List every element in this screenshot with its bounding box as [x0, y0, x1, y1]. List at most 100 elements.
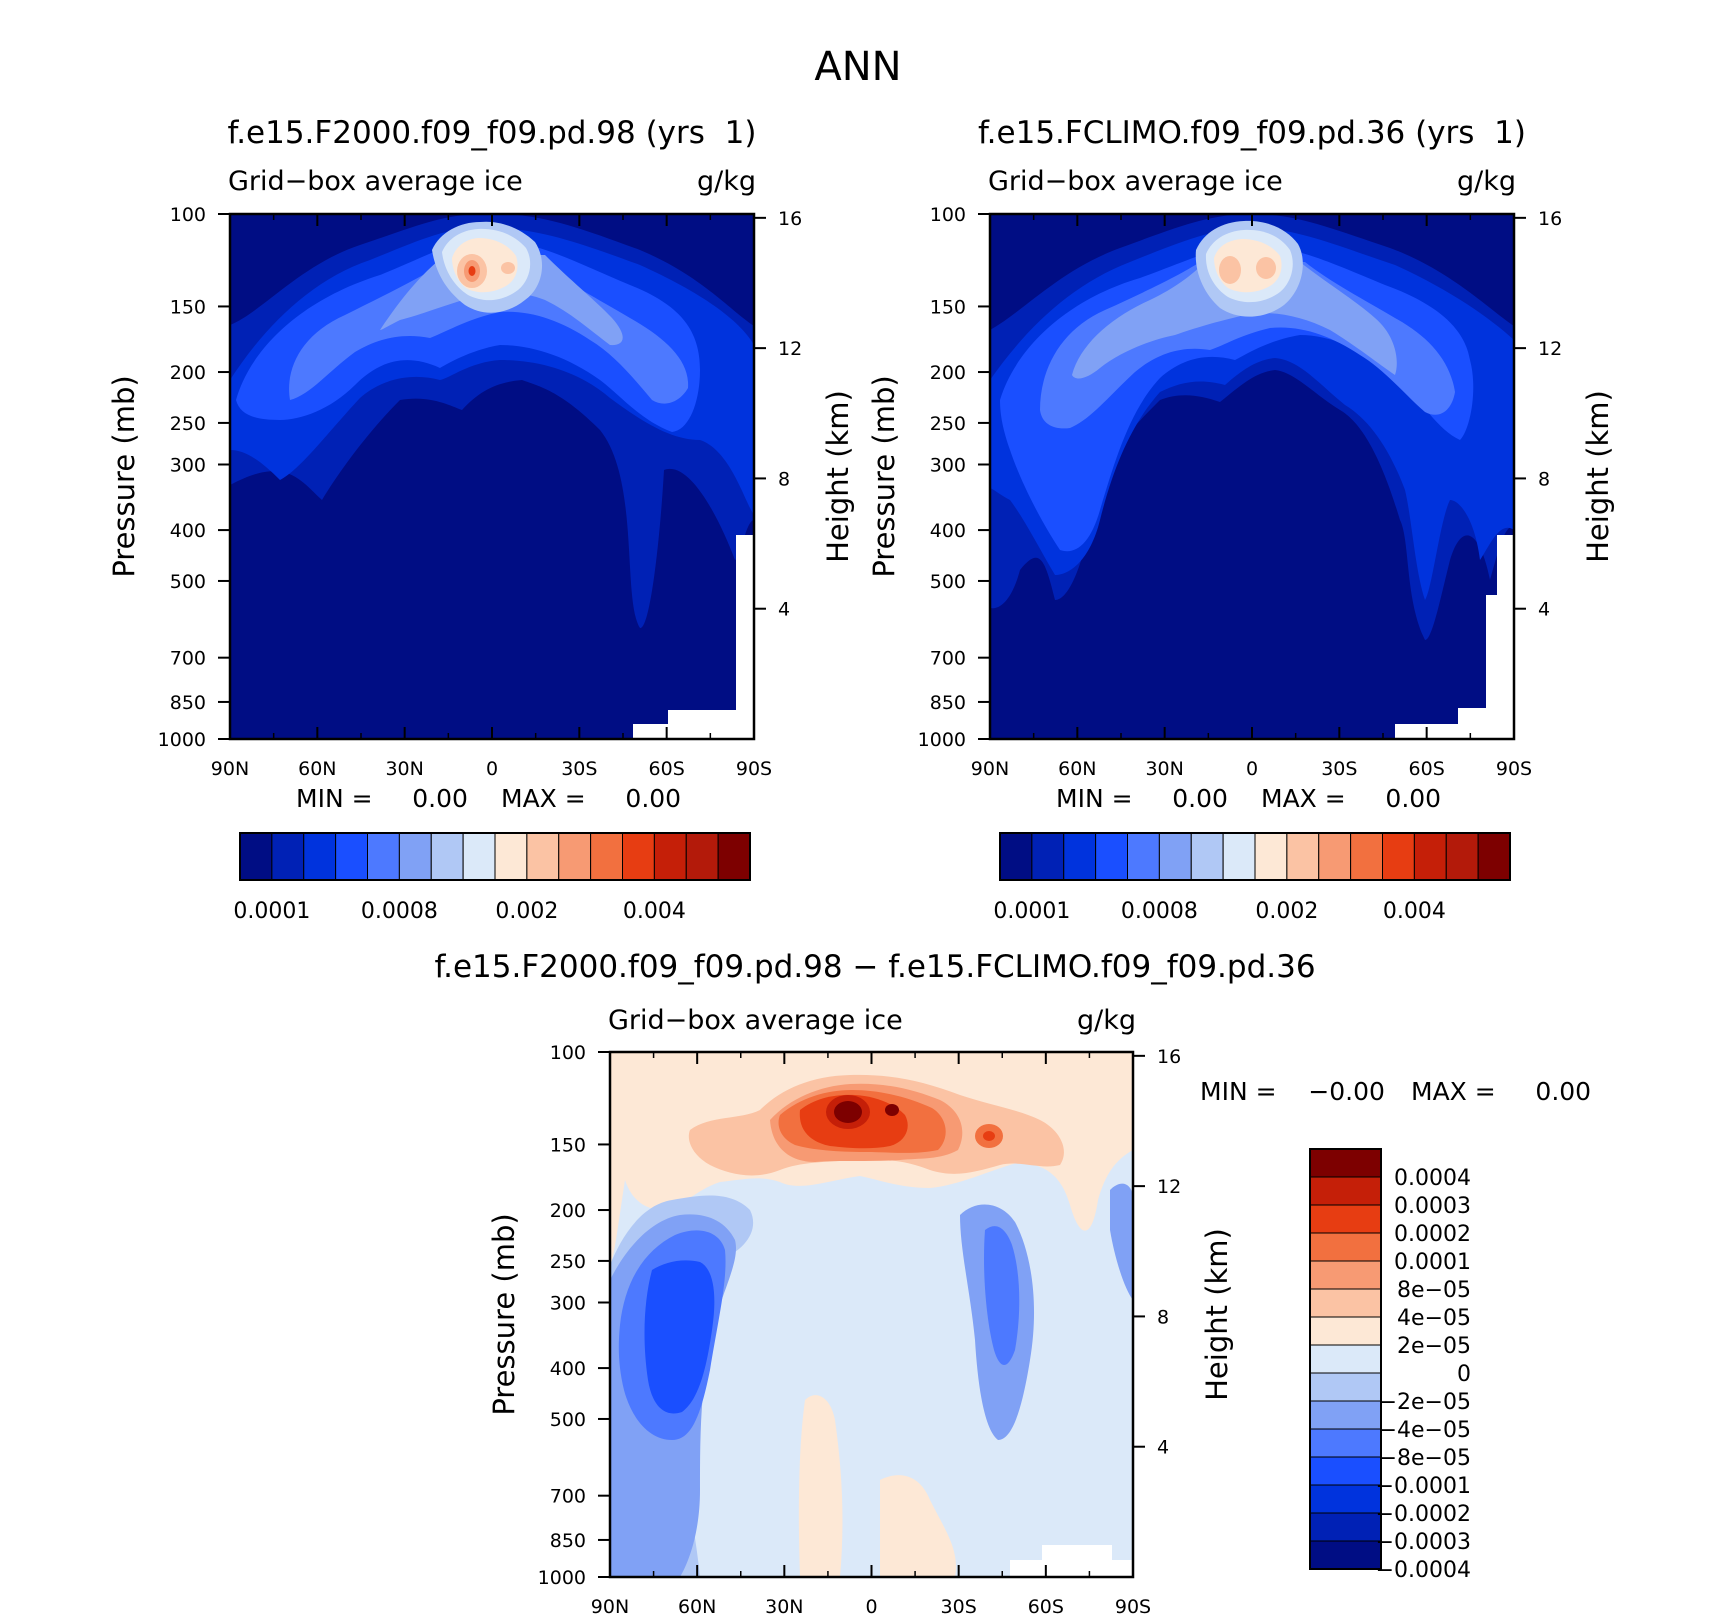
colorbar-swatch: [335, 832, 368, 881]
y-tick-label: 250: [550, 1251, 586, 1273]
colorbar-swatch: [590, 832, 623, 881]
colorbar-swatch: [622, 832, 655, 881]
min-text: MIN = 0.00: [296, 784, 468, 813]
variable-label: Grid−box average ice: [988, 166, 1283, 197]
colorbar-swatch: [1095, 832, 1128, 881]
colorbar-swatch: [1309, 1260, 1382, 1290]
y-tick-label: 300: [170, 454, 206, 476]
colorbar-frame: [999, 832, 1511, 881]
y-tick-label: 500: [930, 571, 966, 593]
variable-label: Grid−box average ice: [228, 166, 523, 197]
max-text: MAX = 0.00: [501, 784, 681, 813]
colorbar-swatch: [1309, 1540, 1382, 1570]
colorbar-label: 0.0001: [993, 899, 1070, 924]
y-tick-label: 1000: [918, 729, 966, 751]
x-tick-label: 60S: [1028, 1596, 1064, 1616]
panel-f2000: f.e15.F2000.f09_f09.pd.98 (yrs 1) Grid−b…: [107, 115, 855, 924]
y-tick-label: 200: [550, 1200, 586, 1222]
y-tick-label: 500: [170, 571, 206, 593]
x-tick-label: 90S: [1496, 758, 1532, 780]
y-tick-label: 100: [550, 1042, 586, 1064]
y-tick-label: 700: [550, 1486, 586, 1508]
colorbar-label: 0.002: [1255, 899, 1318, 924]
y-tick-label: 150: [170, 296, 206, 318]
colorbar-label: −0.0002: [1376, 1502, 1471, 1527]
colorbar-swatch: [1309, 1372, 1382, 1402]
colorbar-swatch: [1309, 1344, 1382, 1374]
y-tick-label: 700: [170, 648, 206, 670]
x-tick-label: 30N: [385, 758, 423, 780]
x-tick-label: 60N: [1058, 758, 1096, 780]
colorbar-swatch: [685, 832, 719, 881]
units-label: g/kg: [697, 166, 756, 197]
y-tick-label: 400: [170, 520, 206, 542]
colorbar-label: −0.0003: [1376, 1530, 1471, 1555]
contour-level-9b: [1256, 257, 1276, 279]
y-tick-label: 850: [550, 1530, 586, 1552]
panel-fclimo: f.e15.FCLIMO.f09_f09.pd.36 (yrs 1) Grid−…: [867, 115, 1615, 924]
contour-positive-5b: [983, 1131, 995, 1141]
colorbar-swatch: [1286, 832, 1320, 881]
figure-title: ANN: [814, 44, 901, 90]
colorbar-swatch: [430, 832, 464, 881]
colorbar-label: 0.004: [1383, 899, 1446, 924]
missing-data: [1010, 1560, 1133, 1577]
x-tick-label: 0: [486, 758, 498, 780]
colorbar-label: −8e−05: [1379, 1446, 1471, 1471]
x-tick-label: 60N: [678, 1596, 716, 1616]
max-text: MAX = 0.00: [1411, 1077, 1591, 1106]
contour-level-11: [468, 266, 476, 276]
max-text: MAX = 0.00: [1261, 784, 1441, 813]
y2-tick-label: 4: [1538, 599, 1550, 621]
y-tick-label: 500: [550, 1409, 586, 1431]
panel-difference: f.e15.F2000.f09_f09.pd.98 − f.e15.FCLIMO…: [434, 949, 1591, 1616]
colorbar-swatch: [1309, 1428, 1382, 1458]
x-tick-label: 30S: [561, 758, 597, 780]
y-tick-label: 250: [930, 413, 966, 435]
colorbar-swatch: [1309, 1232, 1382, 1262]
colorbar-swatch: [717, 832, 751, 881]
colorbar-swatch: [271, 832, 305, 881]
colorbar-swatch: [1222, 832, 1256, 881]
colorbar-swatch: [1158, 832, 1192, 881]
contour-level-5: [1072, 262, 1397, 379]
x-tick-label: 30S: [941, 1596, 977, 1616]
y2-tick-label: 8: [1157, 1306, 1169, 1328]
contour-level-5: [380, 255, 623, 346]
colorbar-swatch: [462, 832, 496, 881]
y2-axis-title: Height (km): [1200, 1228, 1234, 1401]
units-label: g/kg: [1457, 166, 1516, 197]
colorbar-label: 0.0008: [361, 899, 438, 924]
axes: 90N 60N 30N 0 30S 60S 90S 100 150 200 250 300 400 500…: [107, 204, 855, 780]
x-tick-label: 90N: [971, 758, 1009, 780]
contour-positive-7b: [885, 1104, 899, 1116]
colorbar-swatch: [1309, 1484, 1382, 1514]
colorbar: 0.0001 0.0008 0.002 0.004: [233, 832, 751, 924]
contour-positive-1b: [798, 1395, 843, 1577]
colorbar-swatch: [1350, 832, 1383, 881]
colorbar-label: 0.0001: [233, 899, 310, 924]
colorbar-label: −2e−05: [1379, 1390, 1471, 1415]
missing-data: [633, 724, 673, 739]
y2-tick-label: 12: [1538, 338, 1562, 360]
colorbar: 0.0001 0.0008 0.002 0.004: [993, 832, 1511, 924]
y2-tick-label: 8: [1538, 468, 1550, 490]
contour-field: [990, 214, 1514, 739]
variable-label: Grid−box average ice: [608, 1005, 903, 1036]
x-tick-label: 90S: [1115, 1596, 1151, 1616]
y-axis-title: Pressure (mb): [487, 1213, 521, 1415]
contour-level-9: [1219, 256, 1241, 284]
y-tick-label: 100: [930, 204, 966, 226]
colorbar-swatch: [1309, 1176, 1382, 1206]
y2-tick-label: 16: [778, 208, 802, 230]
colorbar-frame: [239, 832, 751, 881]
contour-field: [230, 214, 754, 739]
colorbar-swatch: [1309, 1512, 1382, 1542]
x-tick-label: 30N: [765, 1596, 803, 1616]
y-tick-label: 150: [930, 296, 966, 318]
colorbar-label: 0.004: [623, 899, 686, 924]
y2-axis-title: Height (km): [821, 390, 855, 563]
y-tick-label: 200: [930, 362, 966, 384]
colorbar-swatch: [1318, 832, 1352, 881]
